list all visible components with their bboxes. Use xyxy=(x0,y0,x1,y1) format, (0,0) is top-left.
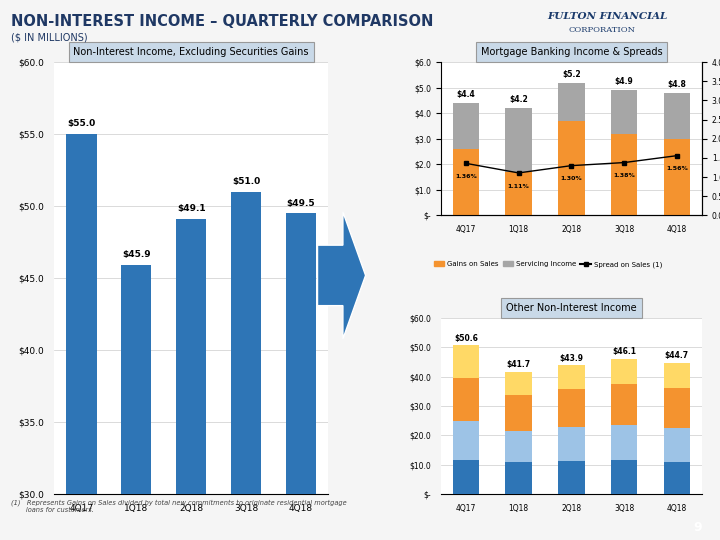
Text: $41.7: $41.7 xyxy=(507,360,531,369)
Text: $43.9: $43.9 xyxy=(559,354,583,363)
Text: $4.4: $4.4 xyxy=(456,90,475,99)
Bar xyxy=(664,363,690,388)
Bar xyxy=(66,134,96,540)
Bar xyxy=(505,395,532,431)
Title: Non-Interest Income, Excluding Securities Gains: Non-Interest Income, Excluding Securitie… xyxy=(73,47,309,57)
Bar xyxy=(664,462,690,494)
Bar xyxy=(558,427,585,461)
Text: $51.0: $51.0 xyxy=(232,177,260,186)
Bar xyxy=(505,172,532,215)
Polygon shape xyxy=(318,212,366,339)
Bar xyxy=(664,139,690,215)
Text: $49.1: $49.1 xyxy=(177,204,205,213)
Text: FULTON FINANCIAL: FULTON FINANCIAL xyxy=(547,12,667,21)
Bar xyxy=(664,93,690,139)
Bar xyxy=(664,428,690,462)
Bar xyxy=(505,372,532,395)
Text: $44.7: $44.7 xyxy=(665,352,689,360)
Bar xyxy=(611,90,637,134)
Bar xyxy=(176,219,206,540)
Text: $45.9: $45.9 xyxy=(122,251,150,259)
Text: $46.1: $46.1 xyxy=(612,347,636,356)
Bar xyxy=(505,431,532,462)
Legend: Gains on Sales, Servicing Income, Spread on Sales (1): Gains on Sales, Servicing Income, Spread… xyxy=(431,258,665,271)
Bar xyxy=(558,461,585,494)
Text: (1)   Represents Gains on Sales divided by total new commitments to originate re: (1) Represents Gains on Sales divided by… xyxy=(11,499,346,512)
Title: Mortgage Banking Income & Spreads: Mortgage Banking Income & Spreads xyxy=(480,47,662,57)
Text: 1.30%: 1.30% xyxy=(560,177,582,181)
Bar xyxy=(505,462,532,494)
Text: 1.11%: 1.11% xyxy=(508,184,529,188)
Bar xyxy=(558,83,585,121)
Text: $4.9: $4.9 xyxy=(615,77,634,86)
Bar xyxy=(664,388,690,428)
Text: CORPORATION: CORPORATION xyxy=(569,26,636,34)
Text: 1.56%: 1.56% xyxy=(666,166,688,171)
Text: $50.6: $50.6 xyxy=(454,334,478,343)
Bar xyxy=(558,389,585,427)
Bar xyxy=(611,359,637,383)
Text: $4.8: $4.8 xyxy=(667,80,686,89)
Text: ($ IN MILLIONS): ($ IN MILLIONS) xyxy=(11,32,87,43)
Bar xyxy=(611,425,637,460)
Text: 1.36%: 1.36% xyxy=(455,174,477,179)
Bar xyxy=(231,192,261,540)
Bar xyxy=(286,213,316,540)
Bar xyxy=(453,421,479,460)
Bar xyxy=(453,346,479,377)
Text: $55.0: $55.0 xyxy=(68,119,96,129)
Text: NON-INTEREST INCOME – QUARTERLY COMPARISON: NON-INTEREST INCOME – QUARTERLY COMPARIS… xyxy=(11,14,433,29)
Bar xyxy=(121,265,151,540)
Title: Other Non-Interest Income: Other Non-Interest Income xyxy=(506,303,636,313)
Text: 1.38%: 1.38% xyxy=(613,173,635,178)
Bar xyxy=(453,103,479,149)
Bar xyxy=(611,134,637,215)
Bar xyxy=(453,149,479,215)
Bar xyxy=(558,121,585,215)
Text: $5.2: $5.2 xyxy=(562,70,581,79)
Bar xyxy=(611,460,637,494)
Text: $49.5: $49.5 xyxy=(287,199,315,207)
Text: $4.2: $4.2 xyxy=(509,95,528,104)
Text: 9: 9 xyxy=(693,521,702,534)
Bar xyxy=(611,383,637,425)
Bar xyxy=(558,365,585,389)
Bar xyxy=(505,108,532,172)
Bar xyxy=(453,460,479,494)
Bar xyxy=(453,377,479,421)
